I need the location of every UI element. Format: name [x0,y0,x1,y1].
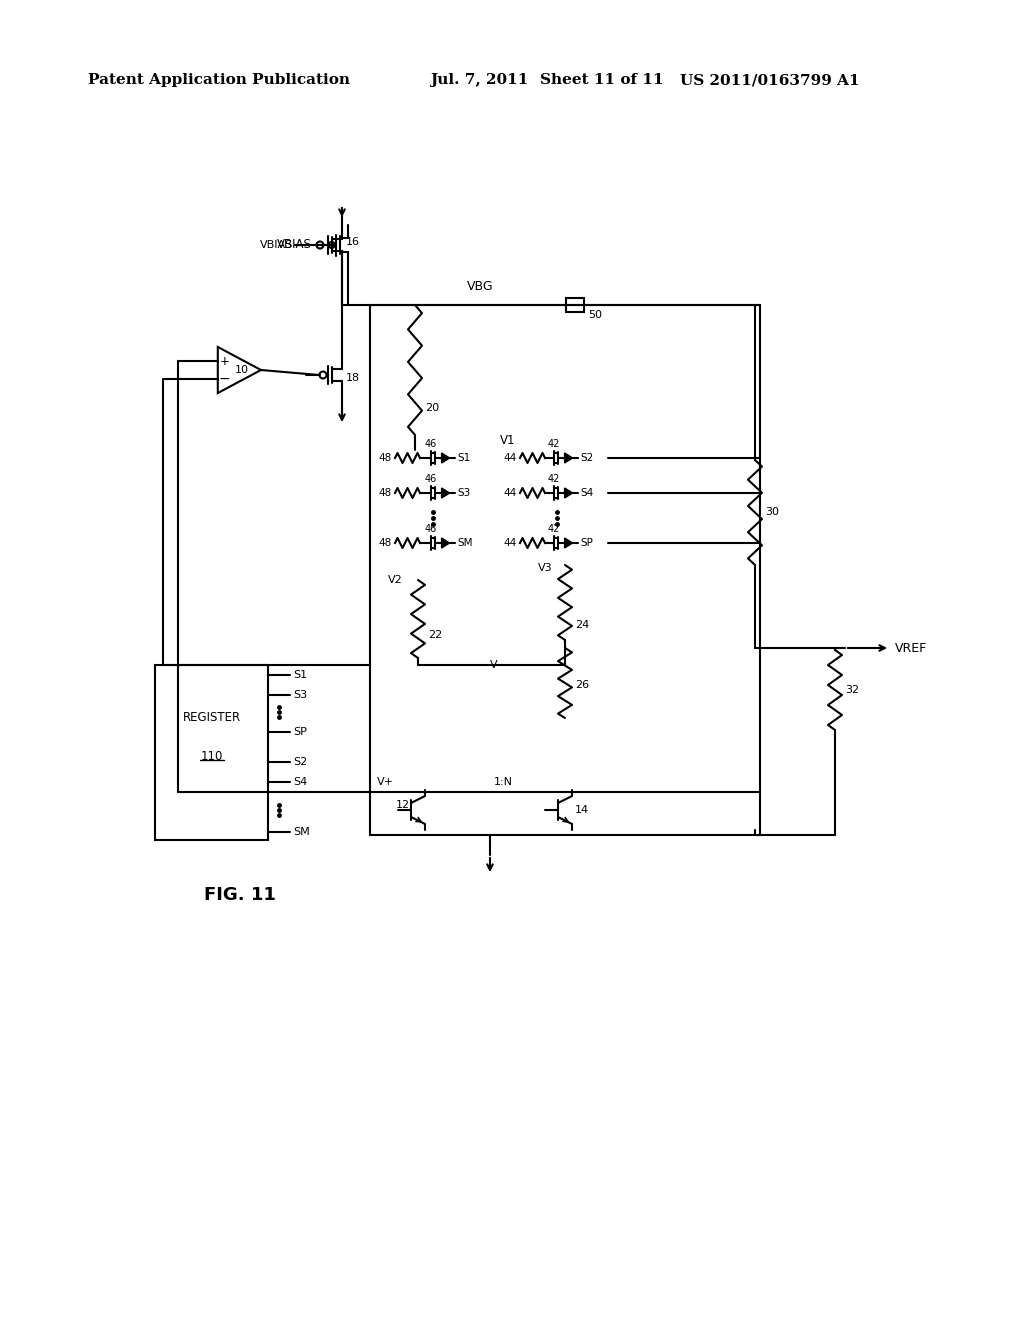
Text: S3: S3 [293,690,307,700]
Text: Sheet 11 of 11: Sheet 11 of 11 [540,73,664,87]
Text: SM: SM [293,828,309,837]
Text: VREF: VREF [895,642,928,655]
Text: 42: 42 [548,440,560,449]
Text: V+: V+ [377,777,393,787]
Text: Jul. 7, 2011: Jul. 7, 2011 [430,73,528,87]
Text: V2: V2 [388,576,403,585]
Text: 20: 20 [425,403,439,413]
Text: V1: V1 [501,433,516,446]
Text: SP: SP [581,539,594,548]
Text: US 2011/0163799 A1: US 2011/0163799 A1 [680,73,859,87]
Text: 46: 46 [425,524,437,535]
Text: Patent Application Publication: Patent Application Publication [88,73,350,87]
Text: 30: 30 [765,507,779,517]
Text: V-: V- [489,660,501,671]
Text: 42: 42 [548,474,560,484]
Polygon shape [564,453,572,463]
Text: 22: 22 [428,630,442,640]
Text: VBG: VBG [467,280,494,293]
Text: 10: 10 [234,366,249,375]
Text: VBIAS: VBIAS [276,239,311,252]
Text: 42: 42 [548,524,560,535]
Text: REGISTER: REGISTER [182,711,241,723]
Polygon shape [441,453,450,463]
Text: S3: S3 [458,488,471,498]
Text: FIG. 11: FIG. 11 [204,886,275,904]
Text: 50: 50 [588,310,602,319]
Text: 48: 48 [379,539,392,548]
Polygon shape [441,488,450,498]
Text: 44: 44 [504,488,517,498]
Text: 48: 48 [379,488,392,498]
Text: 44: 44 [504,539,517,548]
Text: −: − [218,372,230,385]
Text: SM: SM [458,539,473,548]
Bar [155,665,268,840]
Text: 110: 110 [201,750,222,763]
Text: SP: SP [293,727,307,737]
Polygon shape [564,488,572,498]
Text: 1:N: 1:N [494,777,512,787]
Text: 46: 46 [425,440,437,449]
Text: 44: 44 [504,453,517,463]
Text: 24: 24 [575,620,589,630]
Bar [566,298,584,312]
Text: S1: S1 [293,671,307,680]
Text: S2: S2 [293,756,307,767]
Text: 14: 14 [575,805,589,814]
Text: 46: 46 [425,474,437,484]
Text: V3: V3 [539,564,553,573]
Text: S4: S4 [581,488,594,498]
Bar [370,305,760,836]
Polygon shape [564,539,572,548]
Text: 26: 26 [575,680,589,690]
Text: 12: 12 [396,800,410,810]
Polygon shape [441,539,450,548]
Text: VBIAS: VBIAS [260,240,293,249]
Text: 18: 18 [346,374,360,383]
Text: S1: S1 [458,453,471,463]
Text: S2: S2 [581,453,594,463]
Text: 32: 32 [845,685,859,696]
Text: 16: 16 [346,238,360,247]
Text: S4: S4 [293,777,307,787]
Text: +: + [219,355,229,367]
Text: 48: 48 [379,453,392,463]
